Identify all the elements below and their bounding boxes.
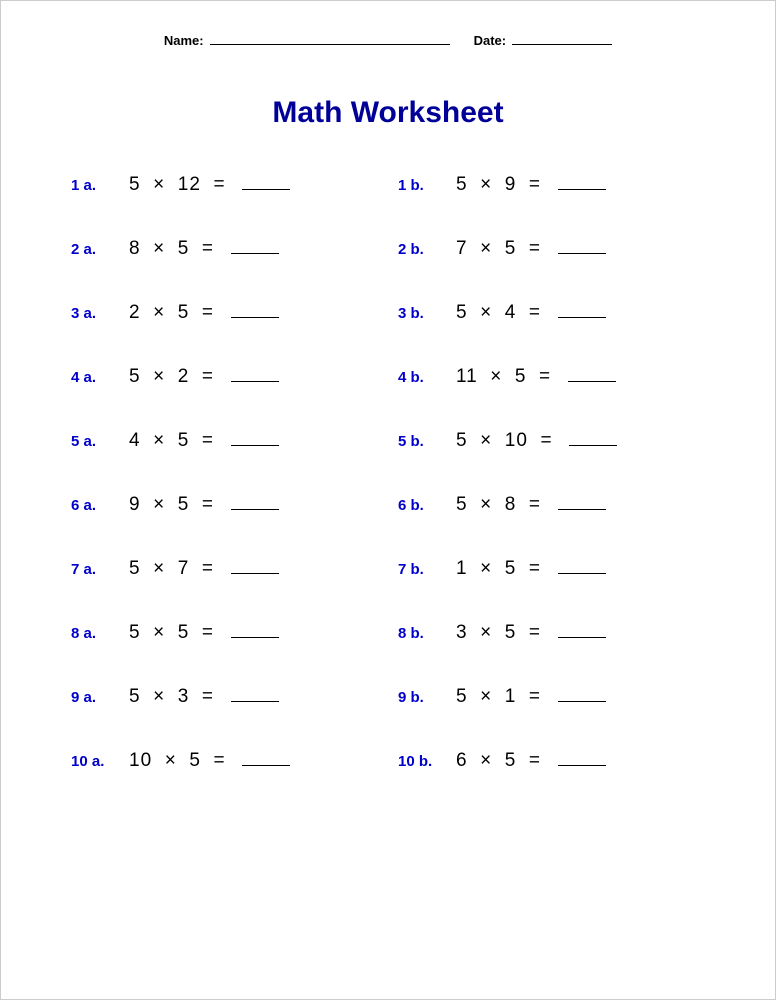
problem: 4 b.11 × 5 = (398, 366, 715, 388)
problem-expression: 8 × 5 = (129, 238, 227, 260)
answer-blank[interactable] (558, 637, 606, 638)
problem-expression: 1 × 5 = (456, 558, 554, 580)
name-blank[interactable] (210, 31, 450, 45)
answer-blank[interactable] (231, 445, 279, 446)
problem-label: 2 b. (398, 241, 456, 258)
problem-label: 10 b. (398, 753, 456, 770)
problem: 1 b.5 × 9 = (398, 174, 715, 196)
answer-blank[interactable] (231, 317, 279, 318)
problem-label: 7 a. (71, 561, 129, 578)
problem-label: 4 a. (71, 369, 129, 386)
answer-blank[interactable] (231, 637, 279, 638)
problem-expression: 5 × 8 = (456, 494, 554, 516)
problem-expression: 5 × 7 = (129, 558, 227, 580)
answer-blank[interactable] (231, 573, 279, 574)
date-blank[interactable] (512, 31, 612, 45)
problem: 7 b.1 × 5 = (398, 558, 715, 580)
answer-blank[interactable] (558, 317, 606, 318)
problem: 5 b.5 × 10 = (398, 430, 715, 452)
date-label: Date: (474, 33, 507, 48)
answer-blank[interactable] (558, 701, 606, 702)
problem-label: 8 a. (71, 625, 129, 642)
problem: 5 a.4 × 5 = (71, 430, 388, 452)
answer-blank[interactable] (558, 765, 606, 766)
problem-label: 6 a. (71, 497, 129, 514)
problem: 7 a.5 × 7 = (71, 558, 388, 580)
answer-blank[interactable] (558, 189, 606, 190)
answer-blank[interactable] (231, 381, 279, 382)
problem-label: 9 b. (398, 689, 456, 706)
problem-expression: 10 × 5 = (129, 750, 238, 772)
problem-expression: 5 × 2 = (129, 366, 227, 388)
problem-label: 3 a. (71, 305, 129, 322)
problem-expression: 5 × 9 = (456, 174, 554, 196)
page-title: Math Worksheet (61, 96, 715, 130)
answer-blank[interactable] (242, 765, 290, 766)
problems-grid: 1 a.5 × 12 = 1 b.5 × 9 = 2 a.8 × 5 = 2 b… (61, 174, 715, 772)
problem: 9 b.5 × 1 = (398, 686, 715, 708)
answer-blank[interactable] (569, 445, 617, 446)
problem-expression: 5 × 1 = (456, 686, 554, 708)
problem-expression: 5 × 5 = (129, 622, 227, 644)
answer-blank[interactable] (231, 509, 279, 510)
answer-blank[interactable] (558, 573, 606, 574)
problem-expression: 5 × 12 = (129, 174, 238, 196)
problem-expression: 11 × 5 = (456, 366, 564, 388)
problem-label: 6 b. (398, 497, 456, 514)
problem: 4 a.5 × 2 = (71, 366, 388, 388)
problem-expression: 9 × 5 = (129, 494, 227, 516)
problem-label: 1 b. (398, 177, 456, 194)
answer-blank[interactable] (568, 381, 616, 382)
answer-blank[interactable] (231, 701, 279, 702)
problem-label: 4 b. (398, 369, 456, 386)
problem: 8 b.3 × 5 = (398, 622, 715, 644)
problem-label: 7 b. (398, 561, 456, 578)
problem-label: 2 a. (71, 241, 129, 258)
problem-expression: 5 × 4 = (456, 302, 554, 324)
problem-expression: 7 × 5 = (456, 238, 554, 260)
answer-blank[interactable] (558, 509, 606, 510)
name-label: Name: (164, 33, 204, 48)
problem-label: 3 b. (398, 305, 456, 322)
problem-label: 10 a. (71, 753, 129, 770)
problem: 6 b.5 × 8 = (398, 494, 715, 516)
answer-blank[interactable] (242, 189, 290, 190)
problem: 2 a.8 × 5 = (71, 238, 388, 260)
problem: 3 b.5 × 4 = (398, 302, 715, 324)
problem-label: 8 b. (398, 625, 456, 642)
problem-label: 9 a. (71, 689, 129, 706)
problem-expression: 5 × 10 = (456, 430, 565, 452)
problem-label: 1 a. (71, 177, 129, 194)
worksheet-page: Name: Date: Math Worksheet 1 a.5 × 12 = … (1, 1, 775, 812)
problem-label: 5 b. (398, 433, 456, 450)
problem-expression: 4 × 5 = (129, 430, 227, 452)
problem: 3 a.2 × 5 = (71, 302, 388, 324)
problem: 10 a.10 × 5 = (71, 750, 388, 772)
problem-expression: 5 × 3 = (129, 686, 227, 708)
problem-expression: 2 × 5 = (129, 302, 227, 324)
problem: 1 a.5 × 12 = (71, 174, 388, 196)
header-line: Name: Date: (61, 31, 715, 48)
problem-expression: 3 × 5 = (456, 622, 554, 644)
problem: 6 a.9 × 5 = (71, 494, 388, 516)
problem-expression: 6 × 5 = (456, 750, 554, 772)
answer-blank[interactable] (231, 253, 279, 254)
problem: 8 a.5 × 5 = (71, 622, 388, 644)
problem: 2 b.7 × 5 = (398, 238, 715, 260)
answer-blank[interactable] (558, 253, 606, 254)
problem: 9 a.5 × 3 = (71, 686, 388, 708)
problem-label: 5 a. (71, 433, 129, 450)
problem: 10 b.6 × 5 = (398, 750, 715, 772)
